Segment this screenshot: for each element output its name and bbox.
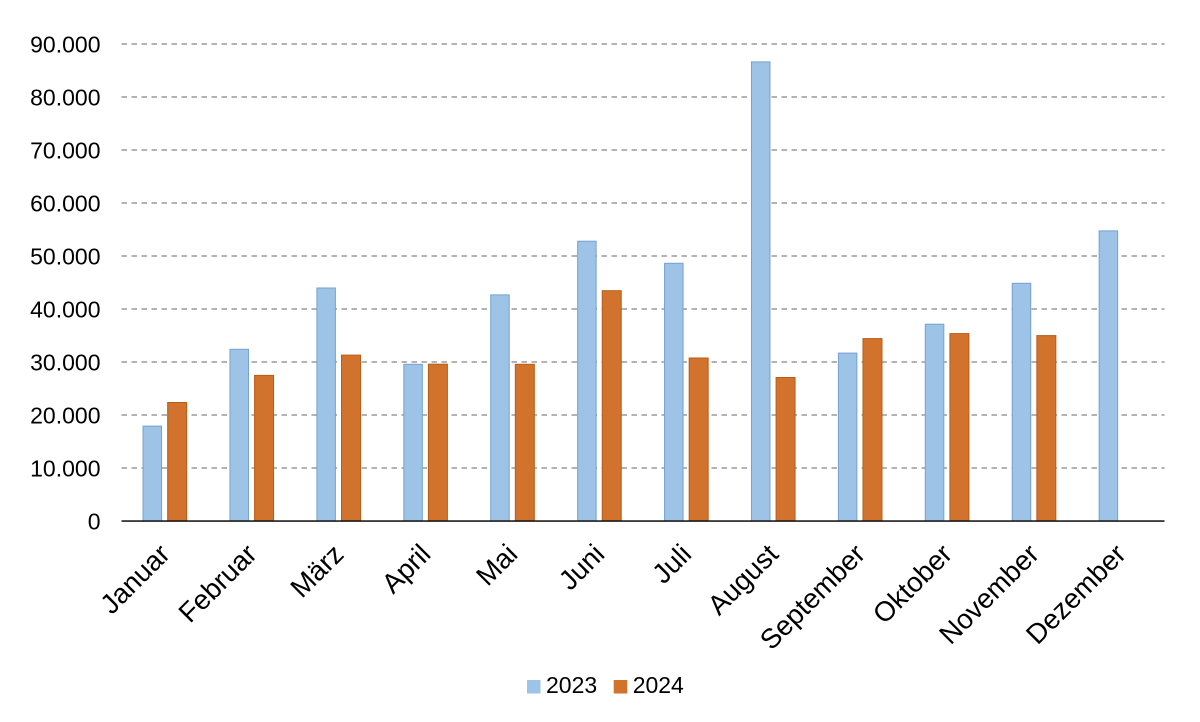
svg-text:April: April [375, 538, 436, 599]
svg-text:Januar: Januar [94, 538, 176, 620]
svg-text:60.000: 60.000 [30, 190, 100, 216]
svg-text:40.000: 40.000 [30, 296, 100, 322]
svg-text:März: März [284, 538, 349, 603]
svg-text:30.000: 30.000 [30, 349, 100, 375]
svg-text:70.000: 70.000 [30, 137, 100, 163]
svg-text:20.000: 20.000 [30, 402, 100, 428]
svg-text:0: 0 [88, 508, 101, 534]
svg-text:Juli: Juli [646, 538, 697, 589]
svg-text:90.000: 90.000 [30, 31, 100, 57]
svg-text:80.000: 80.000 [30, 84, 100, 110]
svg-text:Mai: Mai [470, 538, 523, 591]
svg-text:10.000: 10.000 [30, 455, 100, 481]
svg-text:2023: 2023 [546, 672, 597, 698]
svg-text:Februar: Februar [172, 538, 262, 628]
svg-text:August: August [701, 538, 784, 621]
svg-text:Juni: Juni [553, 538, 611, 596]
svg-text:50.000: 50.000 [30, 243, 100, 269]
svg-text:2024: 2024 [633, 672, 684, 698]
